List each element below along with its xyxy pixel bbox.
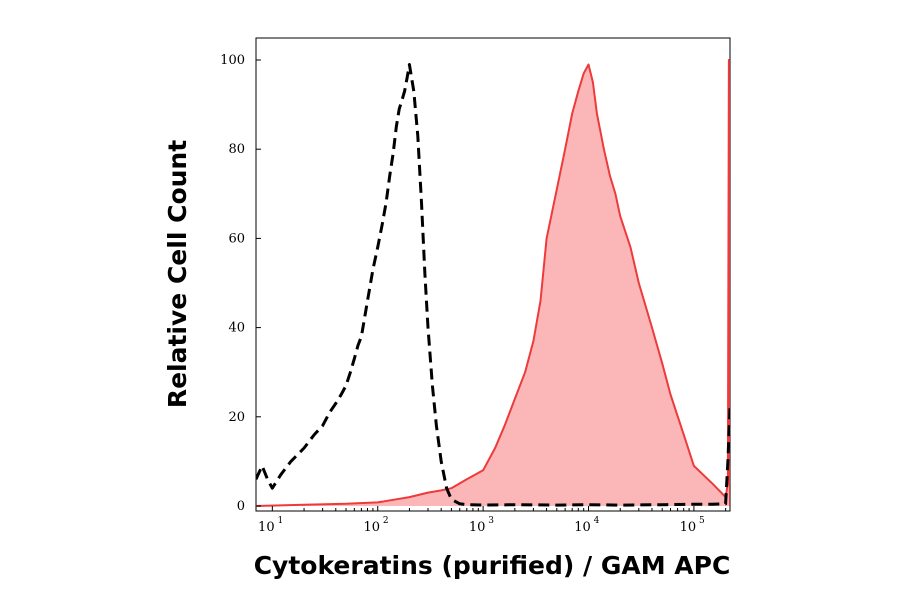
x-tick-label: 10: [258, 520, 275, 535]
y-tick-label: 0: [237, 499, 245, 514]
x-tick-label: 10: [574, 520, 591, 535]
series-layer: [256, 59, 730, 507]
control-histogram-line: [256, 63, 730, 507]
x-tick-exponent: 1: [277, 516, 283, 526]
x-tick-exponent: 2: [383, 516, 389, 526]
y-tick-label: 60: [228, 231, 245, 246]
y-tick-label: 80: [228, 142, 245, 157]
x-axis-title: Cytokeratins (purified) / GAM APC: [254, 551, 731, 580]
y-axis-title: Relative Cell Count: [163, 140, 192, 408]
x-tick-exponent: 5: [699, 516, 705, 526]
x-tick-label: 10: [680, 520, 697, 535]
y-axis-ticks: 0 20 40 60 80 100: [220, 53, 261, 514]
x-tick-exponent: 3: [488, 516, 494, 526]
y-tick-label: 20: [228, 410, 245, 425]
y-tick-label: 100: [220, 53, 245, 68]
y-tick-label: 40: [228, 321, 245, 336]
x-tick-label: 10: [363, 520, 380, 535]
x-axis-ticks: 10 1 10 2 10 3 10 4 10 5: [258, 506, 727, 535]
x-tick-label: 10: [469, 520, 486, 535]
stained-histogram-fill: [256, 60, 730, 506]
x-tick-exponent: 4: [594, 516, 600, 526]
stained-histogram-line: [256, 59, 730, 507]
